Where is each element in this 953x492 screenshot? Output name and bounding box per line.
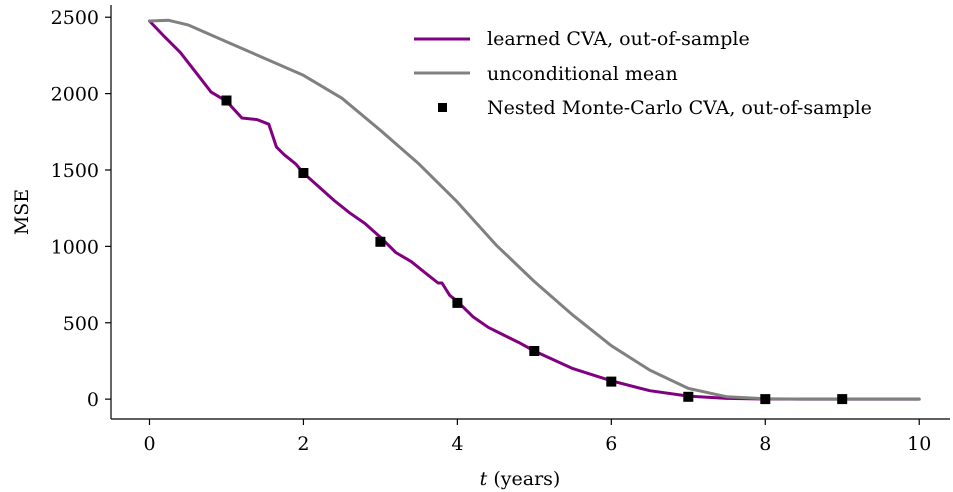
y-axis-label: MSE bbox=[11, 189, 33, 235]
x-ticks: 0 2 4 6 8 10 bbox=[143, 419, 931, 455]
legend-label-unconditional-mean: unconditional mean bbox=[487, 63, 678, 85]
plot-markers bbox=[221, 95, 848, 405]
x-axis-label: t (years) bbox=[480, 468, 561, 490]
y-tick-label: 1000 bbox=[51, 236, 99, 258]
nested-mc-point bbox=[683, 391, 694, 402]
legend: learned CVA, out-of-sample unconditional… bbox=[414, 28, 872, 119]
y-tick-label: 1500 bbox=[51, 160, 99, 182]
plot-lines bbox=[148, 18, 921, 401]
legend-label-nested-mc: Nested Monte-Carlo CVA, out-of-sample bbox=[487, 97, 872, 119]
series-line-unconditional-mean bbox=[148, 18, 921, 401]
series-line-learned-cva-out-of-sample bbox=[148, 19, 921, 401]
x-tick-label: 8 bbox=[759, 433, 771, 455]
axes bbox=[110, 5, 950, 420]
x-tick-label: 6 bbox=[605, 433, 617, 455]
y-tick-label: 2500 bbox=[51, 7, 99, 29]
nested-mc-point bbox=[298, 168, 309, 178]
nested-mc-point bbox=[606, 376, 617, 387]
nested-mc-point bbox=[221, 95, 232, 106]
x-axis-label-variable: t bbox=[480, 468, 488, 490]
nested-mc-point bbox=[529, 346, 540, 356]
nested-mc-point bbox=[452, 297, 463, 308]
legend-swatch-nested-mc bbox=[438, 103, 447, 112]
legend-label-learned-cva: learned CVA, out-of-sample bbox=[487, 28, 750, 50]
y-ticks: 0 500 1000 1500 2000 2500 bbox=[51, 7, 111, 411]
nested-mc-point bbox=[375, 236, 386, 247]
x-axis-label-unit: (years) bbox=[487, 468, 560, 490]
y-tick-label: 2000 bbox=[51, 84, 99, 106]
x-tick-label: 4 bbox=[451, 433, 463, 455]
x-tick-label: 0 bbox=[143, 433, 155, 455]
x-tick-label: 2 bbox=[297, 433, 309, 455]
y-tick-label: 500 bbox=[63, 313, 99, 335]
x-tick-label: 10 bbox=[907, 433, 931, 455]
nested-mc-point bbox=[837, 394, 848, 405]
nested-mc-point bbox=[760, 394, 771, 405]
y-tick-label: 0 bbox=[87, 389, 99, 411]
